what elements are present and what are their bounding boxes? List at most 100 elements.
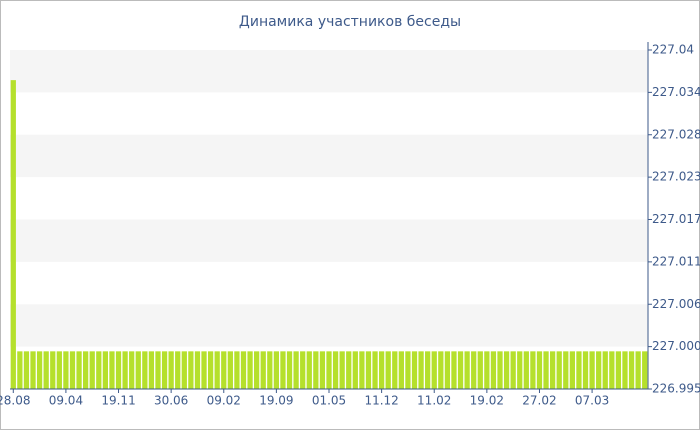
bar	[523, 351, 529, 389]
bar	[628, 351, 635, 389]
x-tick-label: 19.11	[101, 394, 135, 408]
bar	[517, 351, 523, 389]
bar	[642, 351, 648, 389]
bar	[484, 351, 490, 389]
bar	[286, 351, 293, 389]
bar	[543, 351, 549, 389]
bar	[115, 351, 122, 389]
bar	[43, 351, 49, 389]
bar	[56, 351, 62, 389]
bar	[615, 351, 622, 389]
bar	[549, 351, 556, 389]
grid-band	[10, 50, 648, 93]
bar	[556, 351, 562, 389]
bar	[365, 351, 372, 389]
bar	[602, 351, 608, 389]
y-tick-label: 227.04	[652, 43, 694, 57]
x-tick-label: 27.02	[522, 394, 556, 408]
bar	[530, 351, 536, 389]
bar	[122, 351, 128, 389]
x-tick-label: 07.03	[575, 394, 609, 408]
y-tick-label: 227.028	[652, 127, 700, 141]
bar	[438, 351, 444, 389]
bar	[444, 351, 451, 389]
bar	[234, 351, 240, 389]
bar	[267, 351, 273, 389]
bar	[135, 351, 141, 389]
bar	[385, 351, 391, 389]
bar	[477, 351, 483, 389]
x-tick-label: 11.02	[417, 394, 451, 408]
bar	[273, 351, 280, 389]
bar	[569, 351, 575, 389]
bar	[359, 351, 365, 389]
bar	[260, 351, 266, 389]
bar	[221, 351, 227, 389]
bar	[332, 351, 339, 389]
bar	[254, 351, 260, 389]
bar	[582, 351, 589, 389]
x-tick-label: 19.02	[470, 394, 504, 408]
bar	[418, 351, 424, 389]
bar	[109, 351, 115, 389]
bar	[431, 351, 437, 389]
bar	[247, 351, 253, 389]
bands	[10, 50, 648, 347]
bar	[622, 351, 628, 389]
x-tick-label: 30.06	[154, 394, 188, 408]
bar	[280, 351, 286, 389]
y-tick-label: 227.023	[652, 170, 700, 184]
x-tick-label: 11.12	[364, 394, 398, 408]
bar	[563, 351, 569, 389]
y-tick-label: 227.017	[652, 212, 700, 226]
bar	[142, 351, 148, 389]
bar	[503, 351, 510, 389]
bar	[609, 351, 615, 389]
bar	[161, 351, 168, 389]
bar	[576, 351, 582, 389]
bar	[464, 351, 470, 389]
bar	[168, 351, 174, 389]
bar	[181, 351, 187, 389]
bar	[50, 351, 56, 389]
bar	[451, 351, 457, 389]
bar	[214, 351, 220, 389]
bar	[411, 351, 418, 389]
bar	[129, 351, 135, 389]
grid-band	[10, 134, 648, 178]
y-tick-label: 226.995	[652, 382, 700, 396]
bar	[17, 351, 23, 389]
bar	[313, 351, 319, 389]
bar	[471, 351, 477, 389]
bar	[635, 351, 641, 389]
bar	[306, 351, 312, 389]
bar	[425, 351, 431, 389]
y-tick-label: 227.034	[652, 85, 700, 99]
bar	[10, 80, 16, 389]
bar	[346, 351, 352, 389]
bar	[293, 351, 299, 389]
x-tick-label: 01.05	[312, 394, 346, 408]
bar	[457, 351, 464, 389]
bar	[148, 351, 155, 389]
bar	[536, 351, 543, 389]
y-tick-label: 227.011	[652, 254, 700, 268]
chart-title: Динамика участников беседы	[239, 14, 461, 30]
bar	[188, 351, 194, 389]
grid-band	[10, 304, 648, 347]
bar	[497, 351, 503, 389]
bar	[589, 351, 595, 389]
bar	[96, 351, 102, 389]
bar	[102, 351, 109, 389]
bar	[392, 351, 398, 389]
bar	[300, 351, 306, 389]
bar	[76, 351, 82, 389]
bar	[227, 351, 233, 389]
bar	[194, 351, 201, 389]
bar	[201, 351, 207, 389]
bar	[23, 351, 30, 389]
bar	[89, 351, 95, 389]
x-tick-label: 19.09	[259, 394, 293, 408]
bar	[352, 351, 358, 389]
